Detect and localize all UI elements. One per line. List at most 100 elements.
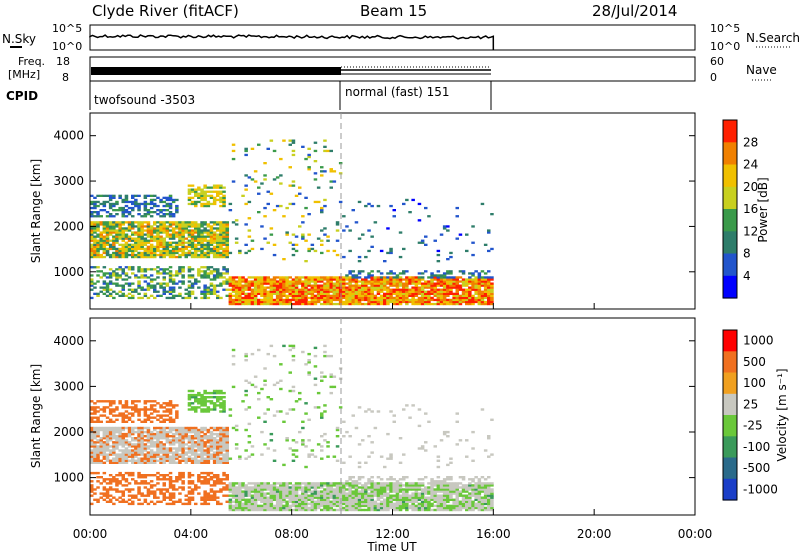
- power-cell: [181, 221, 185, 224]
- power-cell: [408, 298, 412, 302]
- velocity-cell: [316, 482, 321, 485]
- velocity-cell: [140, 420, 144, 423]
- velocity-cell: [367, 496, 371, 499]
- velocity-cell: [93, 432, 97, 436]
- velocity-cell: [430, 480, 434, 483]
- velocity-cell: [190, 396, 195, 399]
- power-cell: [263, 290, 267, 293]
- power-cell: [433, 298, 437, 302]
- power-cell: [149, 251, 154, 255]
- power-cell: [272, 149, 277, 153]
- power-cell: [313, 149, 318, 153]
- velocity-cell: [433, 496, 437, 499]
- velocity-cell: [335, 435, 340, 438]
- power-cell: [118, 243, 122, 246]
- velocity-cell: [146, 457, 151, 460]
- power-cell: [351, 274, 355, 277]
- velocity-cell: [231, 426, 236, 430]
- velocity-cell: [433, 504, 437, 508]
- velocity-cell: [316, 500, 321, 503]
- power-cell: [168, 241, 173, 244]
- nsky-trace: [89, 34, 495, 51]
- velocity-cell: [436, 482, 441, 485]
- velocity-cell: [90, 418, 94, 421]
- velocity-cell: [320, 496, 324, 499]
- velocity-cell: [291, 385, 296, 389]
- power-cell: [480, 284, 485, 287]
- power-cell: [121, 235, 125, 238]
- power-cell: [477, 296, 482, 300]
- power-cell: [329, 180, 333, 183]
- velocity-cell: [354, 426, 359, 430]
- power-cell: [190, 286, 195, 289]
- power-cell: [102, 229, 107, 232]
- power-cell: [468, 288, 472, 291]
- velocity-cell: [153, 451, 157, 454]
- power-cell: [175, 255, 179, 259]
- velocity-cell: [266, 504, 270, 508]
- power-cell: [194, 251, 198, 255]
- power-cell: [263, 292, 267, 295]
- power-cell: [310, 280, 315, 283]
- velocity-cell: [206, 474, 211, 477]
- power-cell: [187, 251, 192, 255]
- velocity-cell: [231, 488, 236, 491]
- velocity-cell: [257, 506, 261, 510]
- velocity-cell: [408, 494, 412, 497]
- velocity-cell: [168, 428, 173, 432]
- power-cell: [143, 251, 148, 255]
- power-cell: [102, 272, 107, 275]
- power-cell: [468, 294, 472, 297]
- velocity-cell: [351, 508, 355, 512]
- power-cell: [146, 255, 151, 259]
- velocity-cell: [171, 426, 176, 430]
- velocity-cell: [222, 488, 226, 491]
- power-cell: [405, 294, 409, 297]
- power-cell: [351, 276, 355, 279]
- power-cell: [417, 278, 422, 281]
- power-cell: [153, 202, 157, 206]
- power-cell: [253, 290, 258, 293]
- power-cell: [206, 251, 211, 255]
- power-cell: [420, 282, 425, 285]
- velocity-cell: [209, 496, 214, 499]
- velocity-cell: [304, 492, 308, 495]
- power-cell: [329, 296, 333, 300]
- power-cell: [301, 237, 305, 240]
- power-cell: [288, 286, 292, 289]
- velocity-cell: [178, 500, 182, 503]
- power-cell: [342, 229, 346, 232]
- power-cell: [112, 202, 116, 206]
- power-cell: [96, 213, 100, 216]
- power-cell: [96, 223, 100, 226]
- power-cell: [263, 206, 267, 210]
- power-cell: [171, 223, 176, 226]
- velocity-cell: [197, 476, 201, 479]
- power-cell: [238, 282, 242, 285]
- velocity-cell: [127, 416, 132, 419]
- power-cell: [216, 243, 220, 246]
- velocity-cell: [93, 428, 97, 432]
- velocity-cell: [357, 508, 362, 512]
- power-cell: [124, 211, 129, 214]
- velocity-cell: [197, 449, 201, 452]
- power-cell: [244, 184, 248, 187]
- power-cell: [288, 292, 292, 295]
- velocity-cell: [159, 449, 163, 452]
- power-cell: [430, 276, 434, 279]
- velocity-cell: [153, 492, 157, 495]
- power-cell: [266, 278, 270, 281]
- power-cell: [414, 292, 419, 295]
- power-cell: [335, 294, 340, 297]
- velocity-cell: [398, 490, 403, 493]
- velocity-cell: [345, 506, 349, 510]
- velocity-cell: [427, 420, 431, 423]
- velocity-cell: [171, 437, 176, 440]
- velocity-cell: [247, 488, 252, 491]
- velocity-cell: [379, 494, 384, 497]
- velocity-cell: [313, 482, 318, 485]
- velocity-cell: [153, 453, 157, 456]
- power-cell: [294, 278, 299, 281]
- power-cell: [118, 284, 122, 287]
- velocity-cell: [146, 445, 151, 448]
